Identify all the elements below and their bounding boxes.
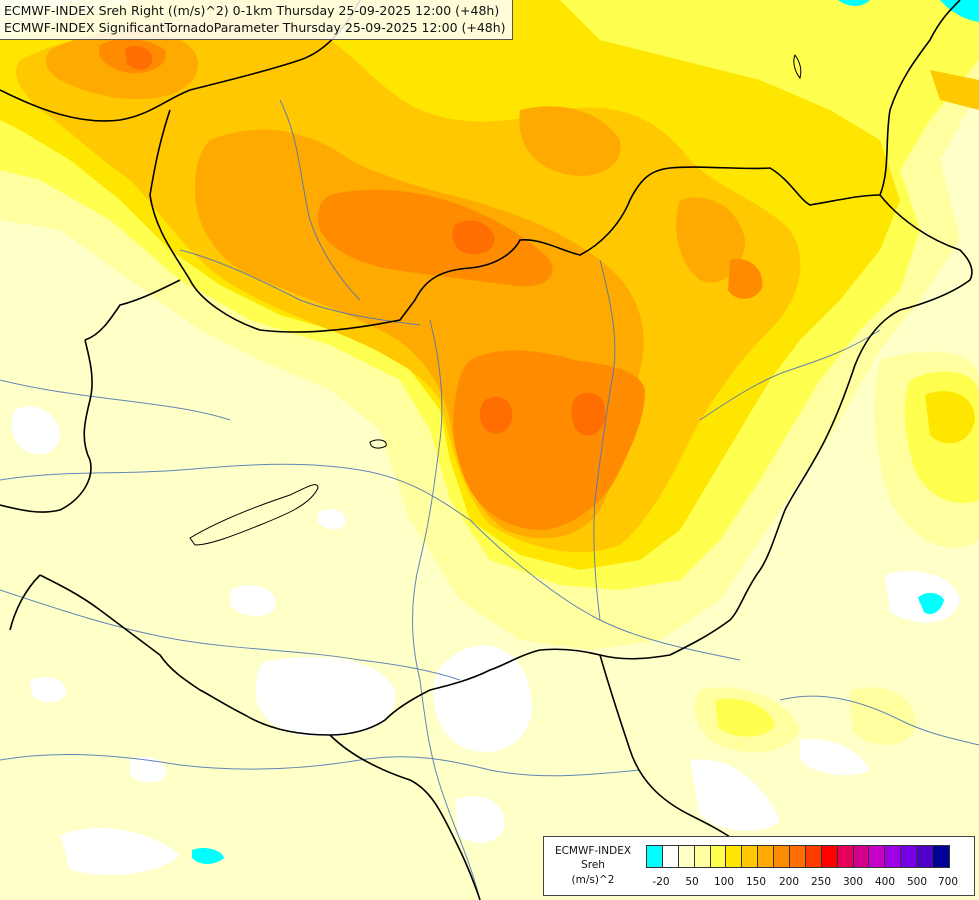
legend-tick-label: 200 <box>778 876 800 888</box>
legend-swatch-0 <box>647 846 663 867</box>
legend-variable: Sreh <box>581 859 605 871</box>
negative-patches <box>192 0 979 864</box>
legend-swatch-4 <box>710 846 727 867</box>
rivers <box>0 99 979 900</box>
legend-swatch-1 <box>662 846 679 867</box>
legend-tick-label: 300 <box>842 876 864 888</box>
legend-swatch-10 <box>805 846 822 867</box>
legend-swatch-bar <box>646 845 950 868</box>
lakes <box>189 53 802 546</box>
legend-tick-label: 500 <box>906 876 928 888</box>
legend-swatch-2 <box>678 846 695 867</box>
legend-tick-label: 100 <box>713 876 735 888</box>
color-legend: ECMWF-INDEX Sreh (m/s)^2 -20 50 100 150 200 2… <box>543 836 975 896</box>
legend-tick-label: 400 <box>874 876 896 888</box>
legend-tick-label: 700 <box>937 876 959 888</box>
legend-swatch-12 <box>837 846 854 867</box>
legend-tick-label: 150 <box>745 876 767 888</box>
white-patches <box>11 406 960 875</box>
legend-swatch-8 <box>774 846 791 867</box>
legend-swatch-15 <box>885 846 902 867</box>
map-title-box: ECMWF-INDEX Sreh Right ((m/s)^2) 0-1km T… <box>0 0 513 40</box>
legend-swatch-16 <box>901 846 918 867</box>
legend-unit: (m/s)^2 <box>571 874 615 886</box>
legend-tick-label: 50 <box>685 876 699 888</box>
legend-swatch-9 <box>790 846 806 867</box>
legend-swatch-18 <box>933 846 949 867</box>
legend-swatch-11 <box>821 846 838 867</box>
shade-175 <box>125 45 606 436</box>
legend-tick-label: -20 <box>652 876 670 888</box>
map-title-line-2: ECMWF-INDEX SignificantTornadoParameter … <box>4 20 506 35</box>
legend-swatch-6 <box>742 846 759 867</box>
map-title-line-1: ECMWF-INDEX Sreh Right ((m/s)^2) 0-1km T… <box>4 3 500 18</box>
legend-swatch-5 <box>726 846 743 867</box>
legend-swatch-7 <box>758 846 775 867</box>
legend-swatch-13 <box>853 846 870 867</box>
legend-swatch-14 <box>869 846 886 867</box>
legend-tick-label: 250 <box>810 876 832 888</box>
legend-swatch-3 <box>694 846 711 867</box>
legend-swatch-17 <box>917 846 934 867</box>
legend-title: ECMWF-INDEX <box>554 845 632 857</box>
